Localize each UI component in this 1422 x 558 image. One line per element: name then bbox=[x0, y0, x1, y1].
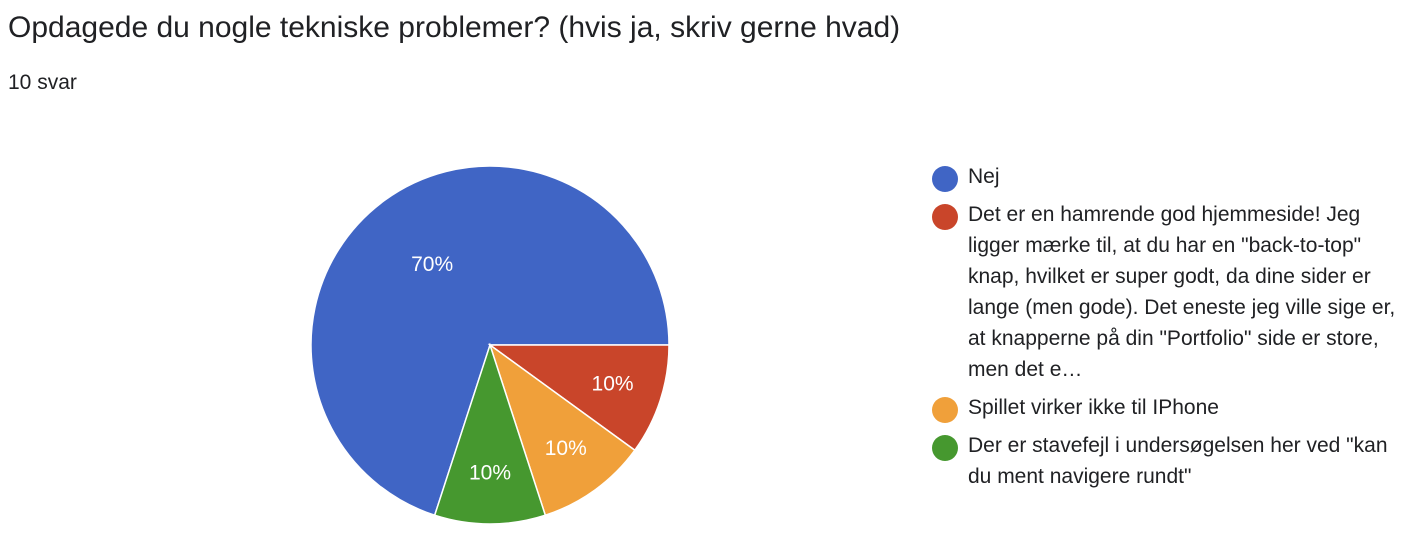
legend-item-4[interactable]: Der er stavefejl i undersøgelsen her ved… bbox=[932, 430, 1412, 492]
legend-item-2[interactable]: Det er en hamrende god hjemmeside! Jeg l… bbox=[932, 199, 1412, 385]
legend-label: Nej bbox=[968, 165, 1000, 188]
legend-swatch-icon bbox=[932, 397, 958, 423]
slice-label-1: 70% bbox=[411, 253, 453, 276]
legend-label: Det er en hamrende god hjemmeside! Jeg l… bbox=[968, 203, 1396, 381]
legend-swatch-icon bbox=[932, 166, 958, 192]
slice-label-2: 10% bbox=[592, 372, 634, 395]
pie-slice-4[interactable] bbox=[433, 342, 547, 525]
pie-slice-1[interactable] bbox=[310, 165, 670, 517]
legend-item-3[interactable]: Spillet virker ikke til IPhone bbox=[932, 392, 1412, 423]
pie-slice-2[interactable] bbox=[487, 344, 670, 452]
legend-label: Der er stavefejl i undersøgelsen her ved… bbox=[968, 434, 1388, 488]
question-title: Opdagede du nogle tekniske problemer? (h… bbox=[8, 11, 901, 44]
legend-swatch-icon bbox=[932, 204, 958, 230]
legend-label: Spillet virker ikke til IPhone bbox=[968, 396, 1219, 419]
slice-label-4: 10% bbox=[469, 461, 511, 484]
pie-slice-3[interactable] bbox=[488, 343, 636, 517]
pie-chart: 70% 10% 10% 10% bbox=[310, 165, 670, 525]
response-count: 10 svar bbox=[8, 71, 77, 94]
legend-swatch-icon bbox=[932, 435, 958, 461]
legend-item-1[interactable]: Nej bbox=[932, 161, 1412, 192]
slice-label-3: 10% bbox=[545, 437, 587, 460]
chart-legend: Nej Det er en hamrende god hjemmeside! Je… bbox=[932, 161, 1412, 499]
